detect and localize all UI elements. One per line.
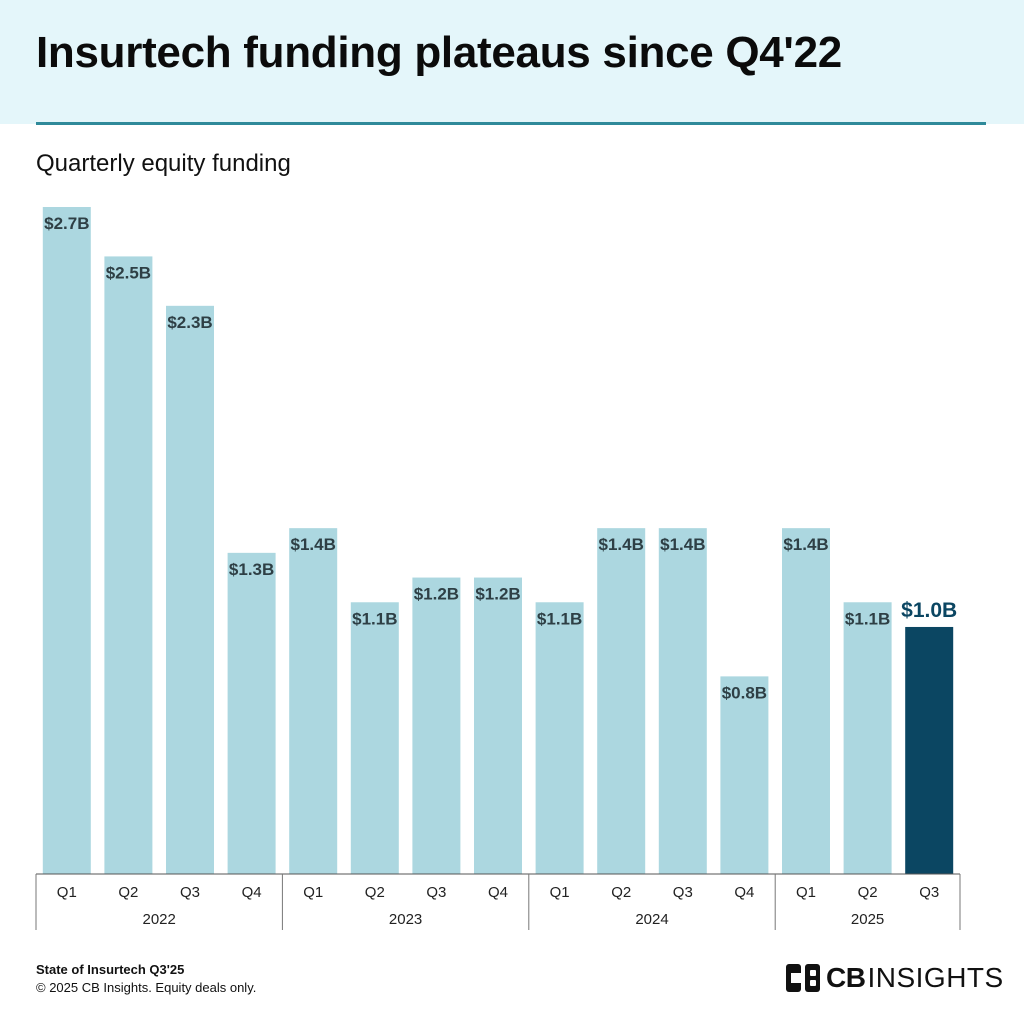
bar-value-label-9: $1.4B <box>599 535 644 554</box>
bar-value-label-7: $1.2B <box>475 585 520 604</box>
bar-value-label-12: $1.4B <box>783 535 828 554</box>
bar-value-label-5: $1.1B <box>352 609 397 628</box>
x-tick-label-2: Q3 <box>180 884 200 901</box>
x-tick-label-5: Q2 <box>365 884 385 901</box>
x-tick-label-0: Q1 <box>57 884 77 901</box>
bar-4 <box>289 528 338 874</box>
bar-value-label-2: $2.3B <box>167 313 212 332</box>
brand-logo: CB INSIGHTS <box>786 958 1004 998</box>
bar-13 <box>843 602 892 874</box>
bar-value-label-10: $1.4B <box>660 535 705 554</box>
bar-14 <box>905 626 954 874</box>
x-tick-label-14: Q3 <box>919 884 939 901</box>
bar-6 <box>412 577 461 874</box>
bar-value-label-6: $1.2B <box>414 585 459 604</box>
bar-value-label-8: $1.1B <box>537 609 582 628</box>
bar-value-label-13: $1.1B <box>845 609 890 628</box>
x-tick-label-3: Q4 <box>242 884 262 901</box>
header-band <box>0 0 1024 124</box>
bar-0 <box>42 207 91 874</box>
x-tick-label-7: Q4 <box>488 884 508 901</box>
bar-value-label-4: $1.4B <box>291 535 336 554</box>
chart-subtitle: Quarterly equity funding <box>36 150 291 177</box>
bar-value-label-0: $2.7B <box>44 214 89 233</box>
page-title: Insurtech funding plateaus since Q4'22 <box>36 28 842 77</box>
x-tick-label-11: Q4 <box>734 884 754 901</box>
bar-12 <box>782 528 830 874</box>
x-tick-label-13: Q2 <box>858 884 878 901</box>
cb-insights-logo-icon <box>786 964 820 992</box>
x-group-label-1: 2023 <box>389 911 422 928</box>
x-tick-label-1: Q2 <box>118 884 138 901</box>
x-group-label-3: 2025 <box>851 911 884 928</box>
header-divider <box>36 122 986 125</box>
brand-name-light: INSIGHTS <box>867 962 1004 993</box>
x-tick-label-10: Q3 <box>673 884 693 901</box>
bar-value-label-14: $1.0B <box>901 599 957 622</box>
bar-10 <box>658 528 707 874</box>
brand-name-bold: CB <box>826 962 866 993</box>
x-group-label-2: 2024 <box>635 911 668 928</box>
bar-8 <box>535 602 584 874</box>
x-tick-label-4: Q1 <box>303 884 323 901</box>
x-group-label-0: 2022 <box>143 911 176 928</box>
footer-report-title: State of Insurtech Q3'25 <box>36 962 185 977</box>
footer-copyright-note: © 2025 CB Insights. Equity deals only. <box>36 980 257 995</box>
bar-2 <box>166 305 214 874</box>
funding-bar-chart: $2.7B Q1 $2.5B Q2 $2.3B Q3 $1.3B Q4 $1.4B Q1 $1.1B… <box>35 207 961 930</box>
bar-3 <box>227 552 276 874</box>
x-tick-label-9: Q2 <box>611 884 631 901</box>
x-tick-label-6: Q3 <box>426 884 446 901</box>
x-tick-label-8: Q1 <box>550 884 570 901</box>
bar-11 <box>720 676 769 874</box>
bar-5 <box>350 602 399 874</box>
bar-value-label-1: $2.5B <box>106 263 151 282</box>
bar-value-label-11: $0.8B <box>722 683 767 702</box>
bar-9 <box>597 528 646 874</box>
bar-7 <box>474 577 522 874</box>
bar-value-label-3: $1.3B <box>229 560 274 579</box>
x-tick-label-12: Q1 <box>796 884 816 901</box>
bar-1 <box>104 256 153 874</box>
